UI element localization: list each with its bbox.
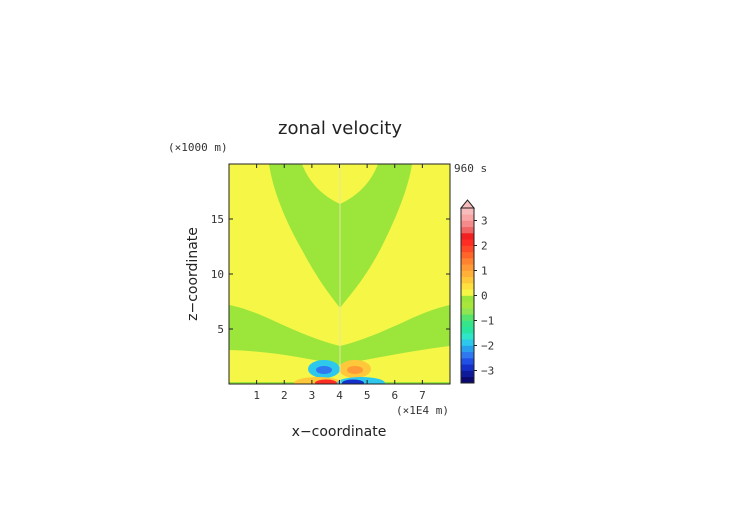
colorbar-swatch (461, 376, 474, 384)
x-axis-ticks: 1 2 3 4 5 6 7 (253, 164, 426, 402)
contour-field (229, 164, 450, 384)
colorbar-swatch (461, 289, 474, 296)
x-tick-label: 5 (364, 389, 371, 402)
time-label: 960 s (454, 162, 487, 175)
x-tick-label: 6 (391, 389, 398, 402)
colorbar-swatch (461, 351, 474, 359)
colorbar-swatch (461, 251, 474, 259)
field-yellow-low-band (229, 346, 450, 382)
colorbar-swatch (461, 226, 474, 234)
y-tick-label: 5 (217, 323, 224, 336)
colorbar-tick-label: 3 (481, 215, 488, 228)
colorbar-swatch (461, 233, 474, 240)
colorbar-tick-label: 1 (481, 265, 488, 278)
colorbar-tick-label: 2 (481, 240, 488, 253)
colorbar-swatch (461, 326, 474, 334)
field-blue-cell-surface (342, 379, 364, 384)
y-tick-label: 15 (211, 213, 224, 226)
colorbar-swatch (461, 276, 474, 284)
y-tick-label: 10 (211, 268, 224, 281)
colorbar-tick-label: −2 (481, 340, 494, 353)
field-orange-cell-inner (347, 366, 363, 374)
x-tick-label: 2 (281, 389, 288, 402)
x-tick-label: 7 (419, 389, 426, 402)
colorbar-swatch (461, 333, 474, 340)
chart-title: zonal velocity (278, 118, 402, 139)
field-red-cell-surface (315, 379, 337, 384)
field-yellow-lobe-left (229, 164, 340, 346)
colorbar-swatch (461, 320, 474, 328)
colorbar-swatch (461, 339, 474, 346)
colorbar: −3 −2 −1 0 1 2 3 (459, 199, 494, 384)
colorbar-extend-arrow (459, 199, 476, 209)
x-unit-label: (×1E4 m) (396, 404, 449, 417)
colorbar-swatch (461, 208, 474, 215)
colorbar-swatch (461, 301, 474, 309)
x-axis-label: x−coordinate (292, 424, 387, 440)
colorbar-swatch (461, 358, 474, 365)
colorbar-swatch (461, 345, 474, 353)
colorbar-tick-label: 0 (481, 290, 488, 303)
colorbar-swatch (461, 220, 474, 228)
x-tick-label: 1 (253, 389, 260, 402)
x-tick-label: 4 (336, 389, 343, 402)
x-tick-label: 3 (309, 389, 316, 402)
colorbar-swatch (461, 214, 474, 221)
colorbar-swatch (461, 314, 474, 321)
colorbar-swatch (461, 295, 474, 303)
colorbar-swatch (461, 364, 474, 371)
colorbar-swatch (461, 264, 474, 271)
colorbar-swatch (461, 239, 474, 246)
colorbar-swatch (461, 308, 474, 315)
y-axis-ticks: 5 10 15 (211, 213, 450, 336)
colorbar-swatch (461, 258, 474, 265)
colorbar-swatch (461, 270, 474, 278)
y-unit-label: (×1000 m) (168, 141, 228, 154)
colorbar-swatch (461, 245, 474, 253)
colorbar-tick-label: −1 (481, 315, 494, 328)
colorbar-tick-label: −3 (481, 365, 494, 378)
colorbar-swatch (461, 283, 474, 290)
colorbar-swatch (461, 370, 474, 378)
field-yellow-lobe-right (340, 164, 450, 346)
field-cyan-cell-inner (316, 366, 332, 374)
y-axis-label: z−coordinate (185, 227, 201, 321)
